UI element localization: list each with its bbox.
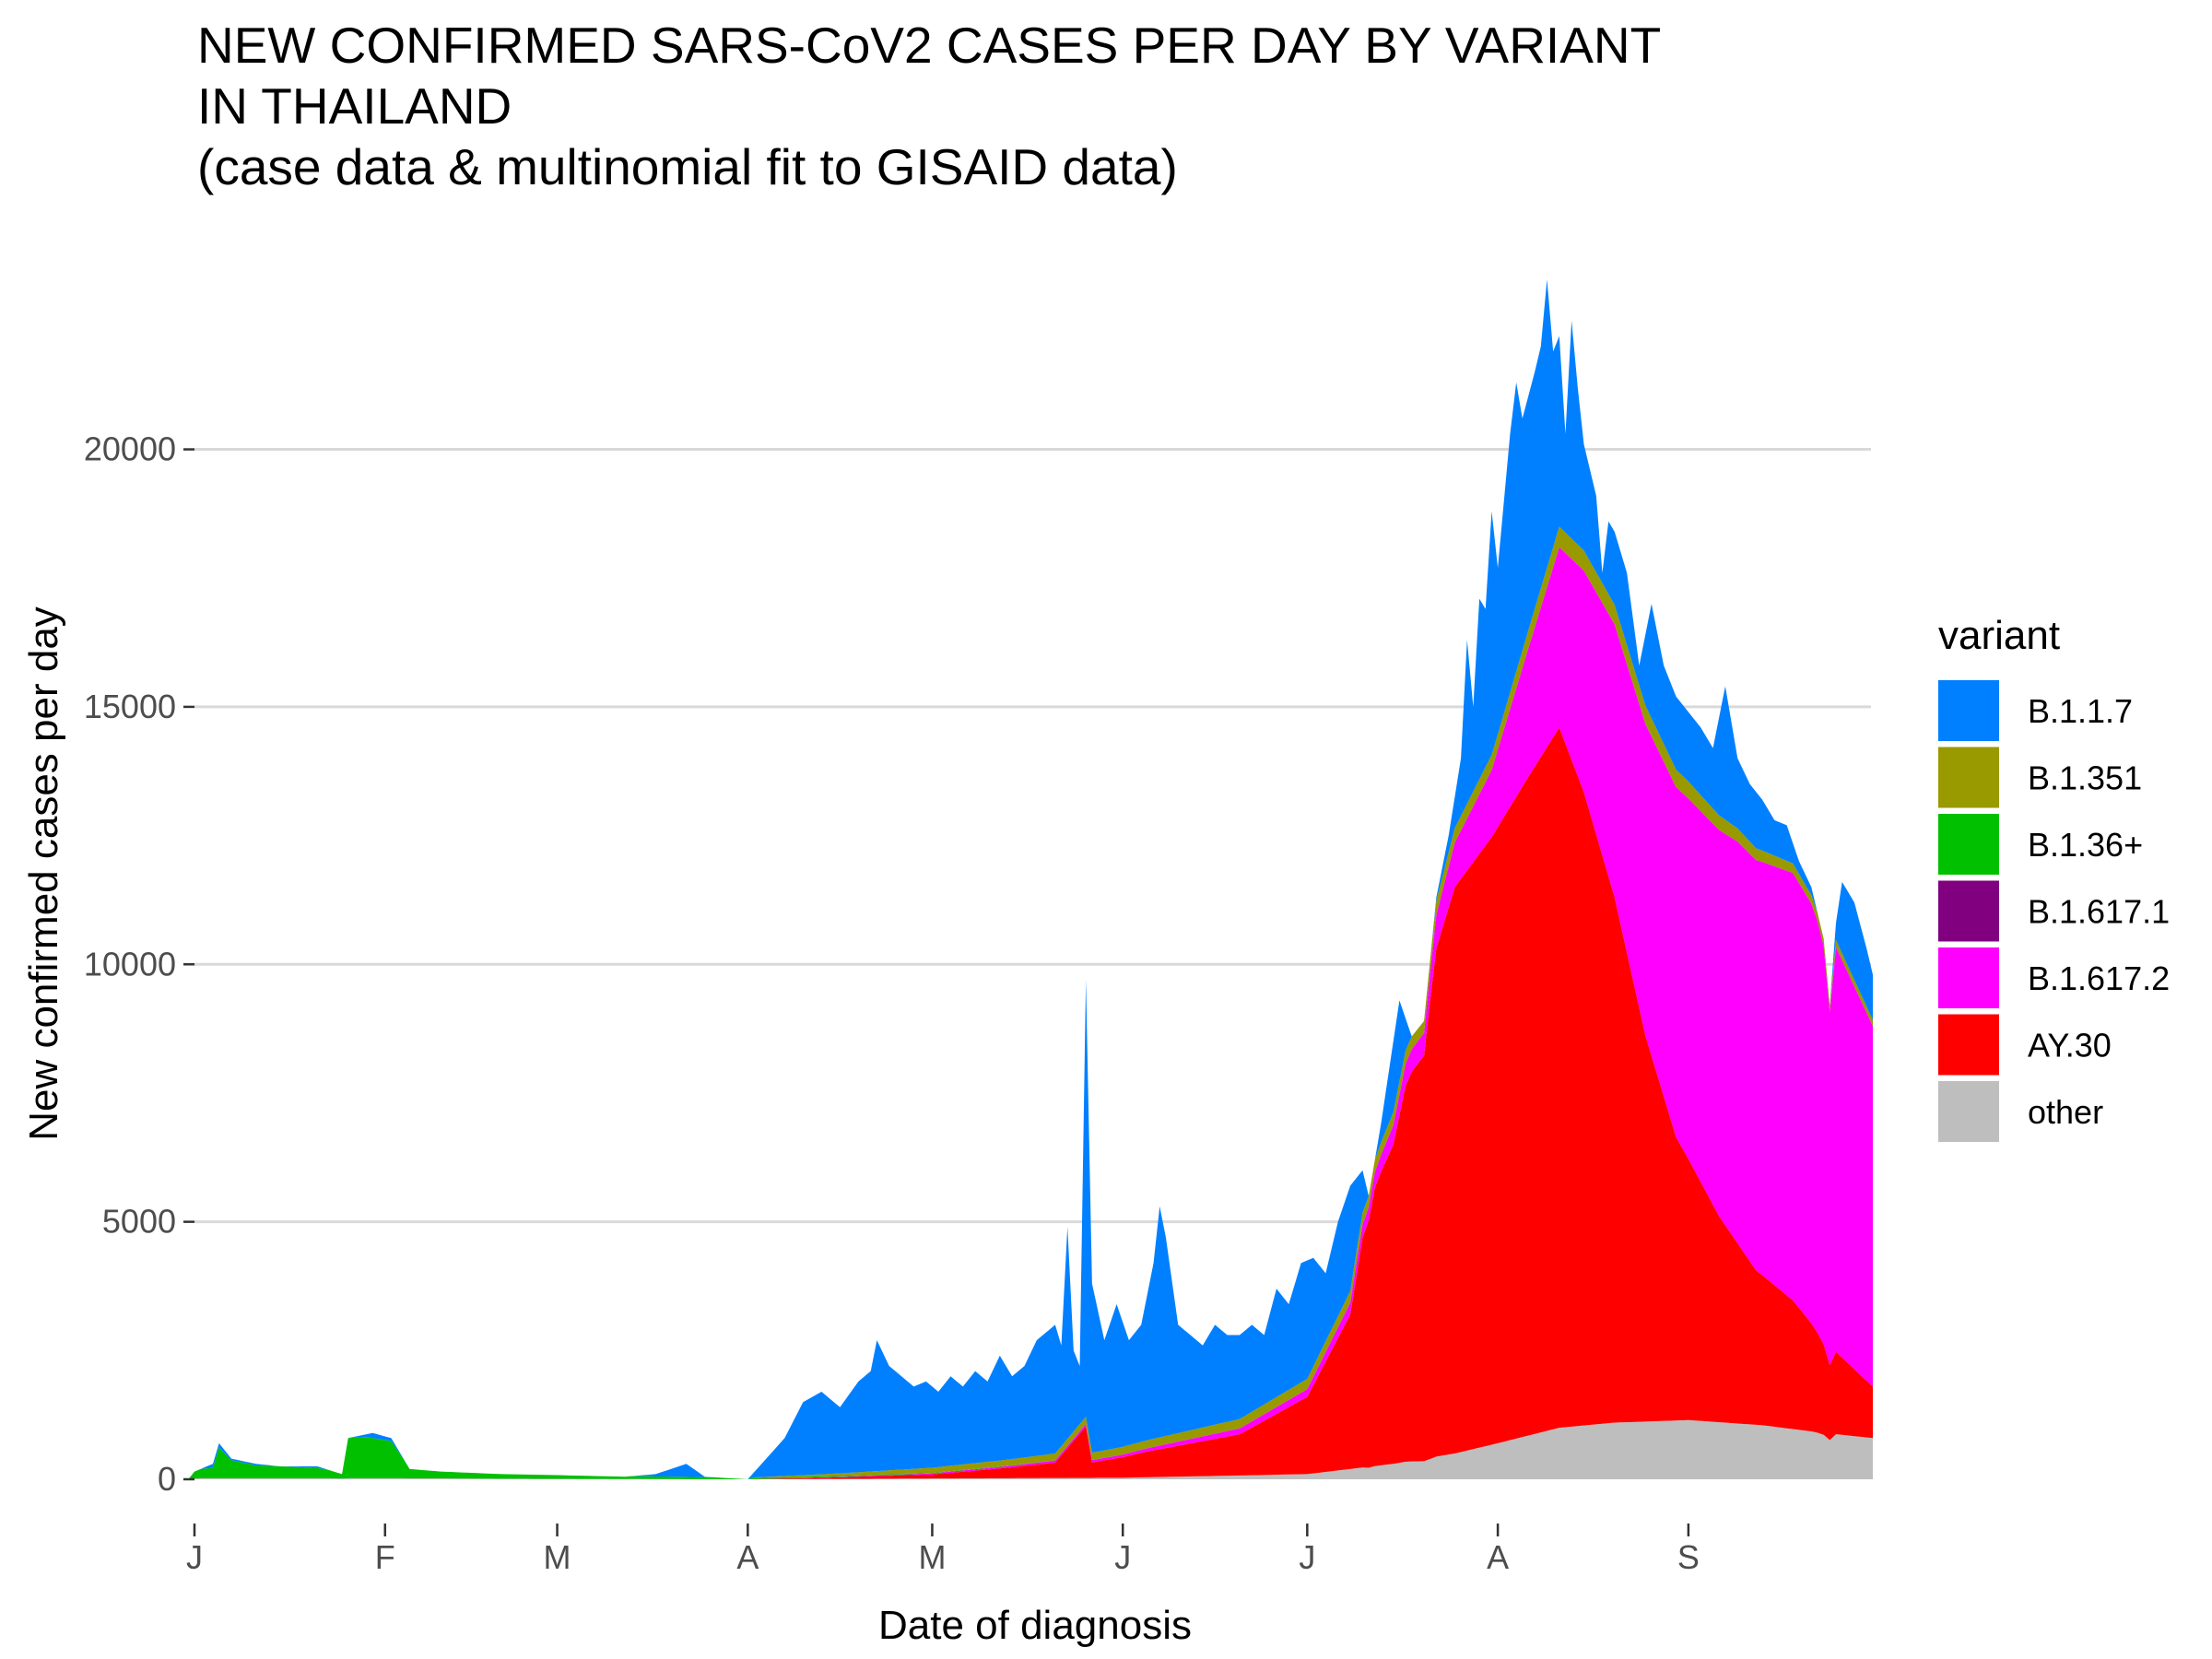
legend-label-b-1-617-2: B.1.617.2	[2028, 959, 2170, 997]
legend-key-b-1-617-1	[1938, 880, 1999, 942]
chart-title: NEW CONFIRMED SARS-CoV2 CASES PER DAY BY…	[197, 15, 1661, 197]
x-tick-label: A	[736, 1538, 759, 1576]
x-axis-title: Date of diagnosis	[878, 1603, 1192, 1648]
x-tick-label: A	[1487, 1538, 1509, 1576]
chart-title-line-1: NEW CONFIRMED SARS-CoV2 CASES PER DAY BY…	[197, 17, 1662, 74]
x-tick-label: J	[186, 1538, 203, 1576]
legend-label-other: other	[2028, 1093, 2103, 1131]
y-tick-label: 0	[158, 1460, 176, 1498]
legend-key-other	[1938, 1081, 1999, 1142]
legend-key-b-1-617-2	[1938, 947, 1999, 1008]
legend-label-b-1-1-7: B.1.1.7	[2028, 692, 2133, 730]
y-tick-label: 5000	[102, 1203, 176, 1241]
x-tick-label: J	[1299, 1538, 1315, 1576]
legend-label-b-1-351: B.1.351	[2028, 759, 2142, 797]
legend-label-b-1-617-1: B.1.617.1	[2028, 893, 2170, 931]
legend-label-ay-30: AY.30	[2028, 1027, 2112, 1065]
legend-key-ay-30	[1938, 1014, 1999, 1076]
x-tick-label: S	[1677, 1538, 1700, 1576]
x-tick-label: M	[918, 1538, 946, 1576]
x-tick-label: J	[1114, 1538, 1131, 1576]
legend-key-b-1-351	[1938, 747, 1999, 808]
y-axis: 0 5000 10000 15000 20000	[84, 430, 194, 1498]
legend-key-b-1-1-7	[1938, 680, 1999, 741]
y-tick-label: 10000	[84, 945, 176, 982]
legend: variant B.1.1.7 B.1.351 B.1.36+ B.1.617.1 B.…	[1938, 613, 2170, 1142]
y-tick-label: 20000	[84, 430, 176, 468]
x-tick-label: F	[375, 1538, 395, 1576]
legend-title: variant	[1938, 613, 2060, 658]
variant-areas	[188, 279, 1874, 1479]
chart-title-line-3: (case data & multinomial fit to GISAID d…	[197, 138, 1178, 195]
legend-key-b-1-36	[1938, 814, 1999, 875]
y-tick-label: 15000	[84, 688, 176, 725]
x-tick-label: M	[544, 1538, 571, 1576]
area-other	[188, 1419, 1874, 1479]
y-axis-title: New confirmed cases per day	[21, 606, 66, 1141]
chart-title-line-2: IN THAILAND	[197, 77, 512, 135]
area-ay-30	[188, 727, 1874, 1479]
legend-label-b-1-36: B.1.36+	[2028, 826, 2143, 864]
